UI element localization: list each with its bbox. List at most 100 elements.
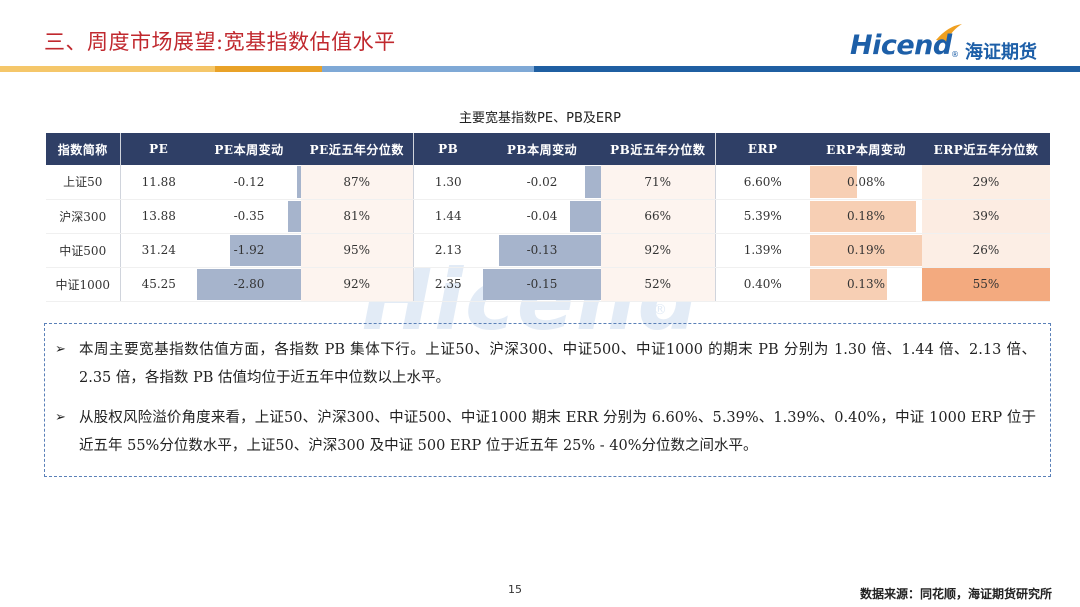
- index-name-cell: 沪深300: [46, 199, 121, 234]
- pb-cell: 1.44: [413, 199, 483, 234]
- pe-change-cell: -1.92: [197, 233, 301, 268]
- pb-percentile-cell: 52%: [601, 267, 716, 302]
- pe-cell: 11.88: [120, 165, 197, 200]
- commentary-box: ➢ 本周主要宽基指数估值方面，各指数 PB 集体下行。上证50、沪深300、中证…: [44, 323, 1051, 477]
- pb-percentile-cell: 66%: [601, 199, 716, 234]
- arrow-bullet-icon: ➢: [55, 342, 66, 357]
- pb-cell: 2.35: [413, 267, 483, 302]
- pb-cell: 1.30: [413, 165, 483, 200]
- index-name-cell: 中证1000: [46, 267, 121, 302]
- erp-change-cell: 0.08%: [810, 165, 922, 200]
- erp-change-cell-value: 0.08%: [846, 174, 886, 189]
- pb-percentile-cell: 71%: [601, 165, 716, 200]
- col-header-pe-percentile: PE近五年分位数: [301, 133, 414, 165]
- pe-change-cell-value: -0.12: [233, 174, 265, 189]
- col-header-pb-percentile: PB近五年分位数: [601, 133, 716, 165]
- header-stripe-orange: [215, 66, 322, 72]
- pb-change-cell-bar: [483, 268, 601, 300]
- table-header-row: 指数简称 PE PE本周变动 PE近五年分位数 PB PB本周变动 PB近五年分…: [46, 133, 1050, 165]
- arrow-bullet-icon: ➢: [55, 410, 66, 425]
- col-header-erp-change: ERP本周变动: [810, 133, 922, 165]
- erp-change-cell-value: 0.18%: [846, 209, 886, 223]
- erp-change-cell-bar: [810, 166, 858, 198]
- col-header-pb: PB: [413, 133, 483, 165]
- col-header-pe-change: PE本周变动: [197, 133, 301, 165]
- pe-percentile-cell: 81%: [301, 199, 414, 234]
- commentary-text: 本周主要宽基指数估值方面，各指数 PB 集体下行。上证50、沪深300、中证50…: [79, 342, 1036, 386]
- col-header-pe: PE: [120, 133, 197, 165]
- valuation-table: 指数简称 PE PE本周变动 PE近五年分位数 PB PB本周变动 PB近五年分…: [46, 133, 1050, 302]
- pb-change-cell-value: -0.02: [526, 174, 558, 189]
- pb-change-cell: -0.02: [483, 165, 601, 200]
- erp-change-cell-bar: [810, 200, 917, 232]
- col-header-erp: ERP: [715, 133, 810, 165]
- index-name-cell: 中证500: [46, 233, 121, 268]
- col-header-pb-change: PB本周变动: [483, 133, 601, 165]
- pb-change-cell-value: -0.04: [526, 209, 558, 223]
- erp-percentile-cell: 39%: [922, 199, 1050, 234]
- pe-percentile-cell: 87%: [301, 165, 414, 200]
- pb-change-cell-value: -0.13: [526, 243, 558, 257]
- erp-cell: 1.39%: [715, 233, 810, 268]
- pb-change-cell-bar: [585, 166, 601, 198]
- header-stripe-blue: [534, 66, 1080, 72]
- pe-change-cell-value: -2.80: [233, 277, 265, 291]
- watermark-registered-mark: ®: [653, 302, 667, 318]
- table-row: 沪深300 13.88 -0.35 81% 1.44 -0.04 66% 5.39% 0.18%…: [46, 199, 1050, 234]
- erp-percentile-cell: 55%: [922, 267, 1050, 302]
- pb-percentile-cell: 92%: [601, 233, 716, 268]
- table-row: 中证500 31.24 -1.92 95% 2.13 -0.13 92% 1.39% 0.19%…: [46, 233, 1050, 268]
- commentary-item-erp: ➢ 从股权风险溢价角度来看，上证50、沪深300、中证500、中证1000 期末…: [53, 404, 1036, 460]
- table-row: 中证1000 45.25 -2.80 92% 2.35 -0.15 52% 0.40% 0.13…: [46, 267, 1050, 302]
- pb-change-cell: -0.04: [483, 199, 601, 234]
- table-caption: 主要宽基指数PE、PB及ERP: [459, 111, 621, 126]
- pe-change-cell-bar: [296, 166, 301, 198]
- pe-cell: 31.24: [120, 233, 197, 268]
- pe-percentile-cell: 92%: [301, 267, 414, 302]
- erp-change-cell-bar: [810, 234, 922, 266]
- erp-change-cell-value: 0.19%: [846, 243, 886, 257]
- index-name-cell: 上证50: [46, 165, 121, 200]
- data-source: 数据来源：同花顺，海证期货研究所: [859, 587, 1052, 601]
- erp-percentile-cell: 26%: [922, 233, 1050, 268]
- pb-change-cell: -0.15: [483, 267, 601, 302]
- logo-registered-mark: ®: [951, 50, 959, 59]
- page-number: 15: [508, 583, 522, 596]
- pe-change-cell-value: -0.35: [233, 209, 265, 223]
- commentary-text: 从股权风险溢价角度来看，上证50、沪深300、中证500、中证1000 期末 E…: [79, 410, 1036, 454]
- commentary-item-pb: ➢ 本周主要宽基指数估值方面，各指数 PB 集体下行。上证50、沪深300、中证…: [53, 336, 1036, 392]
- pe-cell: 13.88: [120, 199, 197, 234]
- erp-cell: 5.39%: [715, 199, 810, 234]
- logo-swoosh-icon: [936, 24, 962, 42]
- erp-percentile-cell: 29%: [922, 165, 1050, 200]
- pe-percentile-cell: 95%: [301, 233, 414, 268]
- pe-change-cell: -2.80: [197, 267, 301, 302]
- erp-cell: 0.40%: [715, 267, 810, 302]
- erp-change-cell: 0.18%: [810, 199, 922, 234]
- logo-wordmark: Hicend: [850, 30, 952, 61]
- col-header-erp-percentile: ERP近五年分位数: [922, 133, 1050, 165]
- header-stripe-light-blue: [322, 66, 534, 72]
- erp-change-cell: 0.13%: [810, 267, 922, 302]
- pb-change-cell-bar: [498, 234, 601, 266]
- table-body: 上证50 11.88 -0.12 87% 1.30 -0.02 71% 6.60% 0.08% 2…: [46, 165, 1050, 302]
- pb-change-cell-bar: [569, 200, 601, 232]
- slide-title: 三、周度市场展望:宽基指数估值水平: [44, 30, 396, 54]
- table-row: 上证50 11.88 -0.12 87% 1.30 -0.02 71% 6.60% 0.08% 2…: [46, 165, 1050, 200]
- pb-cell: 2.13: [413, 233, 483, 268]
- pe-change-cell-bar: [229, 234, 301, 266]
- erp-change-cell-bar: [810, 268, 887, 300]
- pe-change-cell-bar: [197, 268, 301, 300]
- pe-change-cell: -0.12: [197, 165, 301, 200]
- pe-change-cell: -0.35: [197, 199, 301, 234]
- pe-change-cell-bar: [288, 200, 301, 232]
- pb-change-cell-value: -0.15: [526, 277, 558, 291]
- logo-chinese-name: 海证期货: [965, 42, 1037, 63]
- hicend-logo: Hicend ® 海证期货: [850, 22, 1055, 66]
- pe-cell: 45.25: [120, 267, 197, 302]
- pe-change-cell-value: -1.92: [233, 243, 265, 257]
- erp-change-cell-value: 0.13%: [846, 277, 886, 291]
- erp-cell: 6.60%: [715, 165, 810, 200]
- pb-change-cell: -0.13: [483, 233, 601, 268]
- erp-change-cell: 0.19%: [810, 233, 922, 268]
